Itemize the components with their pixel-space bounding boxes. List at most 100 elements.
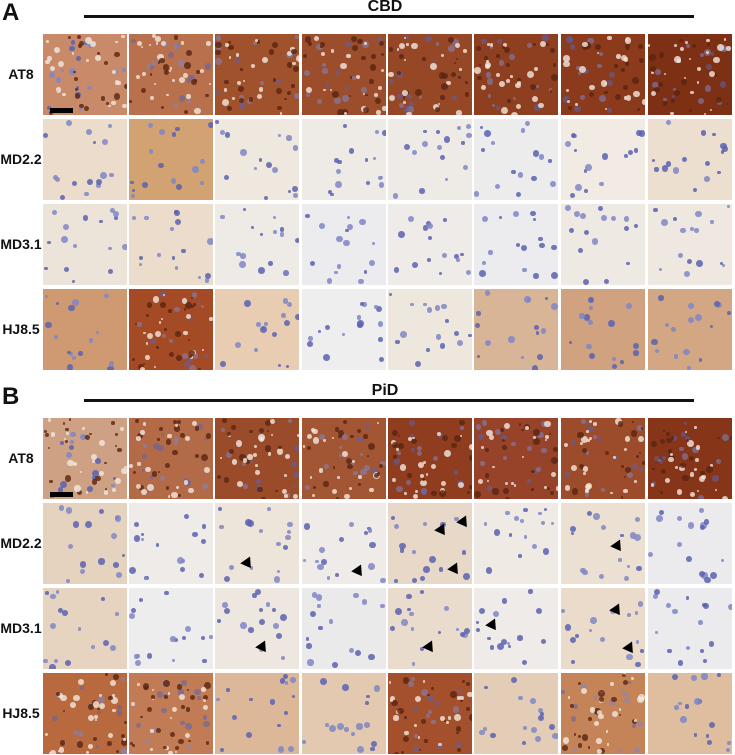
nucleus — [417, 445, 423, 451]
stain-speck — [683, 77, 686, 80]
stain-speck — [168, 692, 171, 695]
nucleus — [68, 445, 74, 451]
nucleus — [283, 674, 289, 680]
stain-speck — [104, 488, 108, 491]
stain-speck — [456, 696, 461, 700]
nucleus — [79, 433, 87, 441]
nucleus — [91, 470, 99, 478]
stain-speck — [598, 696, 605, 703]
nucleus — [265, 161, 272, 168]
nucleus — [102, 139, 109, 146]
stain-speck — [155, 36, 161, 42]
stain-speck — [412, 437, 415, 440]
stain-speck — [169, 732, 175, 738]
nucleus — [364, 158, 369, 162]
nucleus — [573, 210, 581, 218]
nucleus — [228, 565, 234, 571]
nucleus — [131, 215, 136, 220]
nucleus — [696, 259, 704, 267]
stain-speck — [92, 737, 97, 742]
stain-speck — [111, 694, 115, 698]
stain-speck — [651, 441, 657, 447]
stain-speck — [167, 433, 172, 438]
stain-speck — [140, 430, 145, 435]
stain-speck — [374, 97, 382, 104]
nucleus — [335, 181, 343, 188]
stain-speck — [276, 88, 283, 95]
nucleus — [568, 38, 573, 43]
stain-speck — [320, 51, 326, 57]
stain-speck — [243, 79, 246, 82]
nucleus — [400, 331, 407, 338]
nucleus — [695, 210, 702, 218]
stain-speck — [114, 52, 120, 58]
stain-speck — [352, 460, 356, 464]
nucleus — [293, 444, 299, 451]
stain-speck — [583, 472, 586, 475]
stain-speck — [441, 435, 448, 442]
stain-speck — [266, 429, 270, 433]
nucleus — [226, 451, 232, 458]
stain-speck — [399, 464, 407, 471]
stain-speck — [93, 714, 98, 719]
stain-speck — [167, 495, 171, 498]
nucleus — [326, 278, 333, 284]
stain-speck — [113, 93, 121, 100]
stain-speck — [121, 34, 125, 38]
stain-speck — [664, 478, 671, 484]
nucleus — [423, 129, 427, 134]
stain-speck — [545, 438, 548, 441]
stain-speck — [199, 68, 205, 74]
nucleus — [174, 218, 181, 225]
nucleus — [248, 627, 254, 633]
nucleus — [673, 216, 678, 221]
nucleus — [291, 461, 297, 467]
nucleus — [551, 302, 558, 310]
stain-speck — [87, 714, 95, 722]
nucleus — [181, 635, 187, 641]
stain-speck — [120, 733, 126, 739]
stain-speck — [378, 86, 383, 91]
stain-speck — [621, 68, 625, 73]
nucleus — [611, 216, 616, 222]
stain-speck — [484, 473, 490, 478]
nucleus — [250, 460, 254, 464]
nucleus — [535, 736, 541, 742]
nucleus — [697, 98, 704, 105]
nucleus — [625, 302, 633, 310]
nucleus — [672, 167, 680, 175]
nucleus — [149, 64, 154, 70]
nucleus — [448, 45, 455, 52]
stain-speck — [68, 418, 72, 421]
nucleus — [601, 524, 607, 531]
nucleus — [612, 363, 618, 369]
nucleus — [216, 91, 220, 95]
nucleus — [360, 468, 368, 476]
nucleus — [392, 193, 399, 200]
stain-speck — [430, 492, 433, 495]
stain-speck — [610, 491, 613, 495]
stain-speck — [448, 716, 452, 720]
nucleus — [535, 466, 542, 473]
nucleus — [206, 238, 213, 245]
stain-speck — [637, 694, 645, 702]
stain-speck — [713, 73, 718, 78]
nucleus — [410, 676, 415, 681]
stain-speck — [455, 726, 462, 732]
nucleus — [704, 85, 711, 92]
stain-speck — [349, 94, 352, 97]
nucleus — [431, 719, 436, 725]
nucleus — [667, 648, 672, 654]
stain-speck — [77, 679, 84, 686]
histology-panel — [648, 289, 732, 370]
stain-speck — [502, 46, 505, 49]
stain-speck — [492, 465, 495, 468]
stain-speck — [388, 71, 394, 78]
stain-speck — [578, 735, 582, 739]
stain-speck — [312, 428, 319, 435]
stain-speck — [666, 437, 673, 444]
stain-speck — [249, 429, 253, 434]
stain-speck — [550, 472, 556, 478]
nucleus — [415, 360, 422, 367]
stain-speck — [532, 435, 536, 439]
